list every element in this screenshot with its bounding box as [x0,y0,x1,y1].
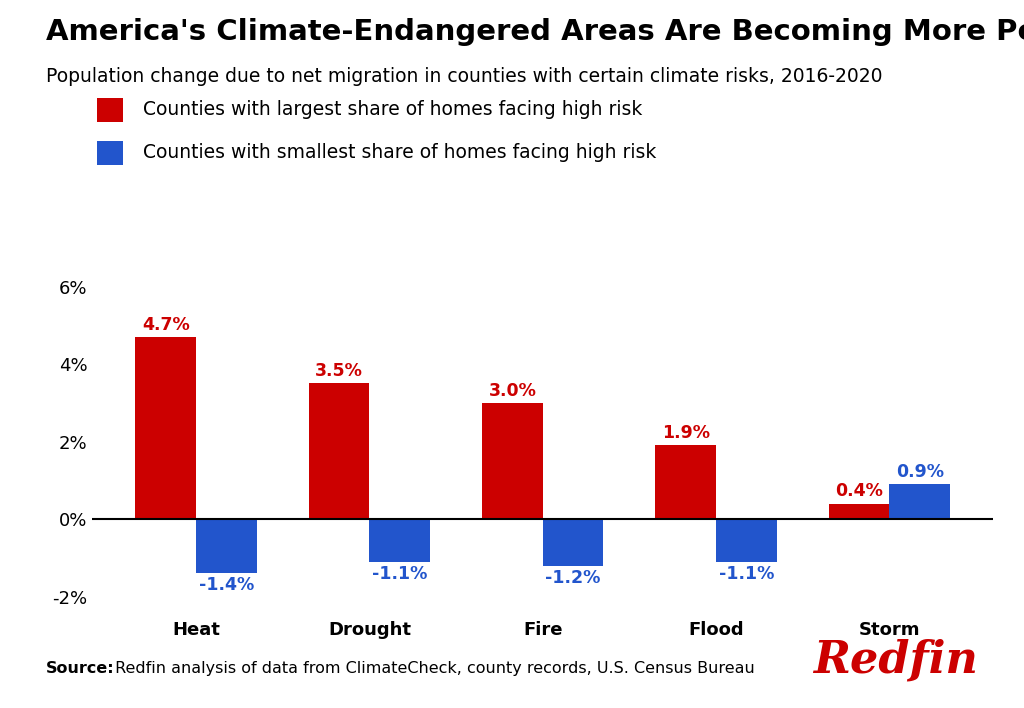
Text: Redfin analysis of data from ClimateCheck, county records, U.S. Census Bureau: Redfin analysis of data from ClimateChec… [110,661,755,676]
Bar [543,519,603,566]
Text: 0.9%: 0.9% [896,463,944,481]
Bar [889,484,950,519]
Text: 1.9%: 1.9% [662,424,710,442]
Bar [135,337,197,519]
Bar [309,384,370,519]
Text: 3.0%: 3.0% [488,382,537,400]
Text: -1.1%: -1.1% [719,565,774,583]
Text: -1.4%: -1.4% [199,576,254,595]
Bar [197,519,257,573]
Text: America's Climate-Endangered Areas Are Becoming More Populous: America's Climate-Endangered Areas Are B… [46,18,1024,46]
Text: -1.2%: -1.2% [546,569,601,587]
Text: Population change due to net migration in counties with certain climate risks, 2: Population change due to net migration i… [46,67,883,86]
Text: Redfin: Redfin [813,638,978,681]
Bar [716,519,776,561]
Text: Counties with smallest share of homes facing high risk: Counties with smallest share of homes fa… [143,143,656,161]
Text: 0.4%: 0.4% [835,482,883,501]
Bar [828,503,889,519]
Text: Counties with largest share of homes facing high risk: Counties with largest share of homes fac… [143,101,643,119]
Text: Source:: Source: [46,661,115,676]
Text: -1.1%: -1.1% [372,565,427,583]
Bar [655,445,716,519]
Bar [482,403,543,519]
Text: 3.5%: 3.5% [315,362,364,380]
Bar [370,519,430,561]
Text: 4.7%: 4.7% [142,316,189,334]
